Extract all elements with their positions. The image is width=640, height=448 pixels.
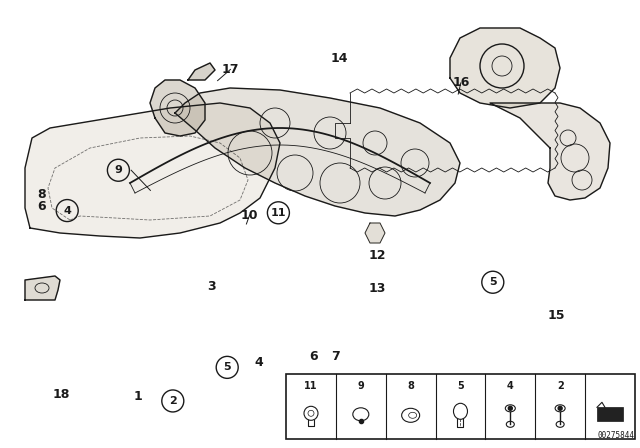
- Polygon shape: [365, 223, 385, 243]
- Text: 4: 4: [507, 381, 514, 391]
- Text: 5: 5: [489, 277, 497, 287]
- Text: 16: 16: [452, 76, 470, 90]
- Bar: [597, 407, 623, 421]
- Text: 2: 2: [169, 396, 177, 406]
- Text: 00275844: 00275844: [598, 431, 635, 440]
- Text: 8: 8: [407, 381, 414, 391]
- Text: 6: 6: [37, 199, 46, 213]
- Text: 4: 4: [255, 356, 264, 370]
- Polygon shape: [150, 80, 205, 136]
- Polygon shape: [25, 276, 60, 300]
- Text: 15: 15: [548, 309, 566, 323]
- Text: 13: 13: [369, 282, 387, 296]
- Bar: [286, 374, 635, 439]
- Text: 10: 10: [241, 208, 259, 222]
- Text: 5: 5: [223, 362, 231, 372]
- Polygon shape: [25, 103, 280, 238]
- Text: 11: 11: [271, 208, 286, 218]
- Text: 8: 8: [37, 188, 46, 202]
- Text: 17: 17: [221, 63, 239, 76]
- Text: 9: 9: [358, 381, 364, 391]
- Polygon shape: [450, 28, 560, 108]
- Circle shape: [508, 406, 512, 410]
- Text: 11: 11: [304, 381, 317, 391]
- Polygon shape: [188, 63, 215, 80]
- Text: 2: 2: [557, 381, 563, 391]
- Text: 18: 18: [52, 388, 70, 401]
- Text: 7: 7: [332, 349, 340, 363]
- Polygon shape: [490, 103, 610, 200]
- Text: 6: 6: [309, 349, 318, 363]
- Polygon shape: [175, 88, 460, 216]
- Text: 5: 5: [457, 381, 464, 391]
- Text: 14: 14: [330, 52, 348, 65]
- Text: 4: 4: [63, 206, 71, 215]
- Text: 3: 3: [207, 280, 216, 293]
- Text: 1: 1: [133, 390, 142, 403]
- Text: 12: 12: [369, 249, 387, 262]
- Circle shape: [558, 406, 562, 410]
- Text: 9: 9: [115, 165, 122, 175]
